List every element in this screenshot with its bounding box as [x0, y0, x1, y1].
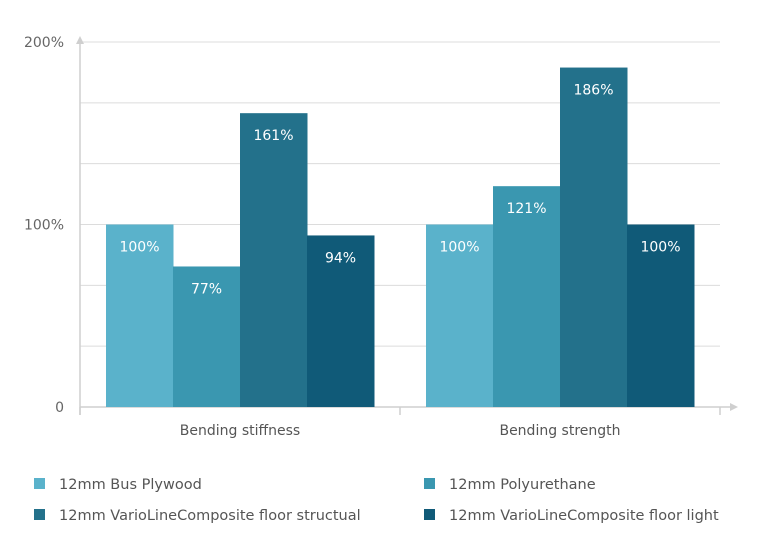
bar	[426, 224, 494, 407]
legend-swatch	[424, 478, 435, 489]
y-axis-arrow-icon	[76, 36, 84, 44]
data-label: 161%	[253, 128, 293, 144]
x-axis-arrow-icon	[730, 403, 738, 411]
category-label: Bending stiffness	[180, 423, 300, 439]
legend-label: 12mm Polyurethane	[449, 477, 596, 493]
legend-swatch	[34, 509, 45, 520]
data-label: 100%	[439, 240, 479, 256]
bar	[240, 113, 308, 408]
bar	[627, 224, 695, 407]
data-label: 77%	[191, 281, 222, 297]
bar	[106, 224, 174, 407]
legend-swatch	[424, 509, 435, 520]
y-tick-label: 200%	[24, 35, 64, 51]
data-label: 100%	[119, 240, 159, 256]
legend-label: 12mm VarioLineComposite floor structual	[59, 508, 361, 524]
legend-swatch	[34, 478, 45, 489]
bar	[173, 266, 241, 407]
y-tick-label: 0	[55, 400, 64, 416]
data-label: 100%	[640, 240, 680, 256]
bar	[560, 67, 628, 408]
legend-label: 12mm VarioLineComposite floor light	[449, 508, 719, 524]
category-label: Bending strength	[499, 423, 620, 439]
bar	[307, 235, 375, 407]
data-label: 94%	[325, 250, 356, 266]
legend-label: 12mm Bus Plywood	[59, 477, 202, 493]
bar	[493, 186, 561, 407]
data-label: 186%	[573, 83, 613, 99]
data-label: 121%	[506, 201, 546, 217]
y-tick-label: 100%	[24, 218, 64, 234]
